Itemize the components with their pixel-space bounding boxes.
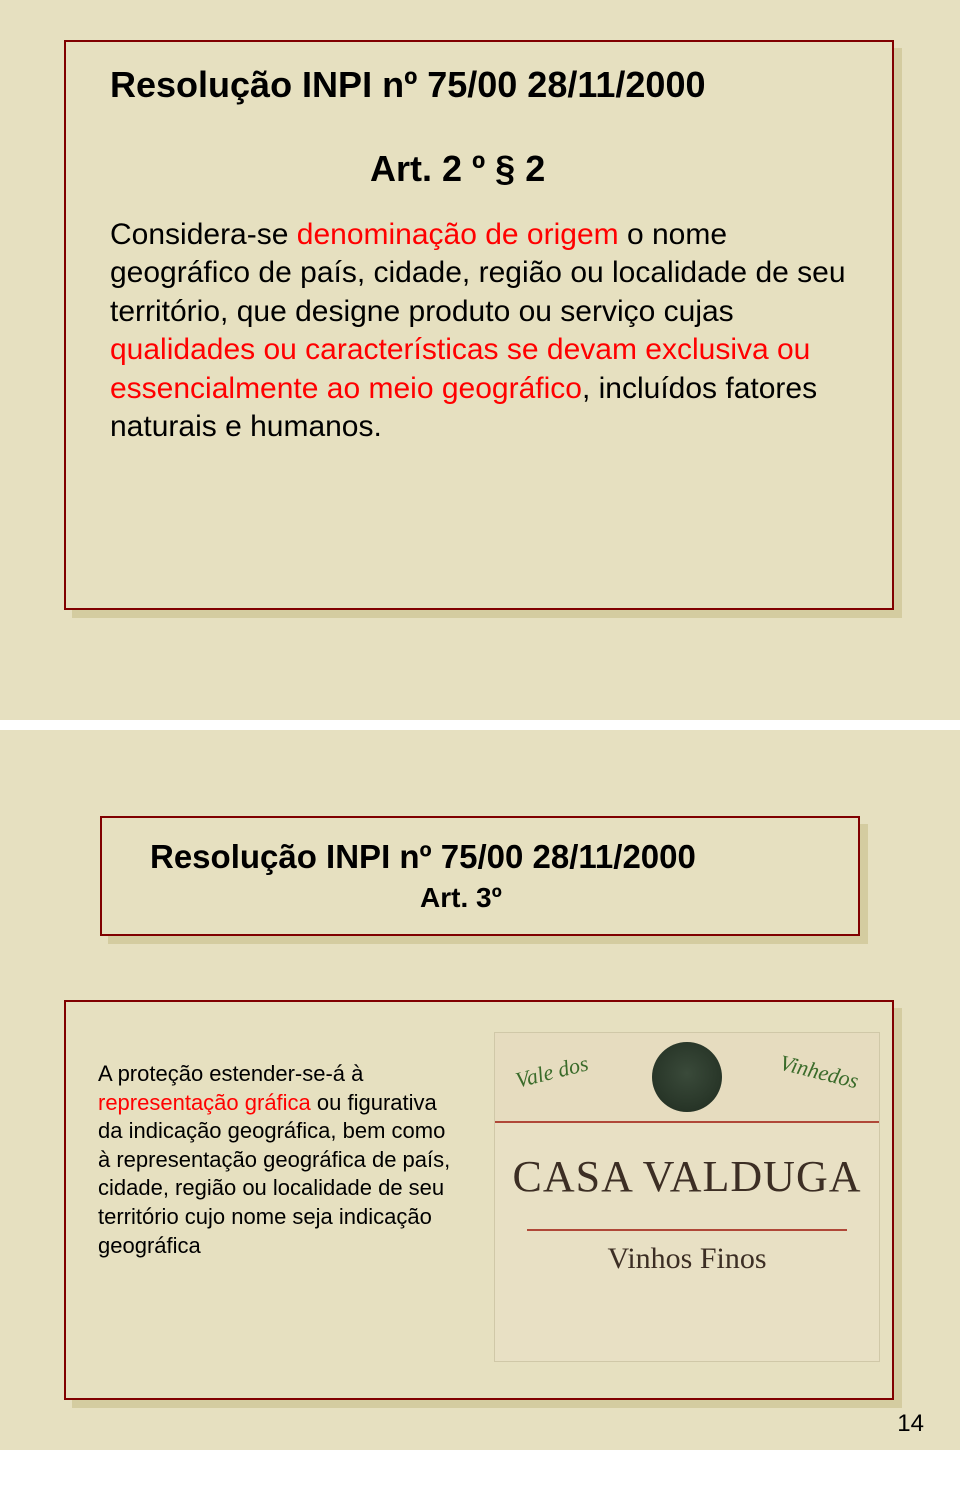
text-plain: A proteção estender-se-á à (98, 1061, 363, 1086)
wine-label-body: CASA VALDUGA Vinhos Finos (495, 1123, 879, 1276)
wine-label-seal-icon (652, 1042, 722, 1112)
wine-label-subtitle: Vinhos Finos (495, 1242, 879, 1276)
text-plain: Considera-se (110, 218, 297, 251)
wine-label-header: Vale dos Vinhedos (495, 1033, 879, 1123)
wine-label-divider (527, 1229, 847, 1231)
wine-label-arc-left: Vale dos (513, 1050, 591, 1093)
text-highlight: representação gráfica (98, 1090, 311, 1115)
slide-1: Resolução INPI nº 75/00 28/11/2000 Art. … (0, 0, 960, 720)
text-highlight: denominação de origem (297, 218, 619, 251)
slide1-article-ref: Art. 2 º § 2 (370, 148, 545, 190)
slide1-body: Considera-se denominação de origem o nom… (110, 216, 850, 446)
slide2-body: A proteção estender-se-á à representação… (98, 1060, 458, 1260)
slide1-title: Resolução INPI nº 75/00 28/11/2000 (110, 64, 706, 106)
wine-label-brand: CASA VALDUGA (495, 1151, 879, 1202)
title-panel (100, 816, 860, 936)
slide2-title: Resolução INPI nº 75/00 28/11/2000 (150, 838, 696, 876)
page-number: 14 (897, 1410, 924, 1438)
wine-label-image: Vale dos Vinhedos CASA VALDUGA Vinhos Fi… (494, 1032, 880, 1362)
wine-label-arc-right: Vinhedos (777, 1050, 861, 1095)
slide-2: Resolução INPI nº 75/00 28/11/2000 Art. … (0, 730, 960, 1450)
wine-label: Vale dos Vinhedos CASA VALDUGA Vinhos Fi… (494, 1032, 880, 1362)
slide2-article-ref: Art. 3º (420, 882, 502, 914)
